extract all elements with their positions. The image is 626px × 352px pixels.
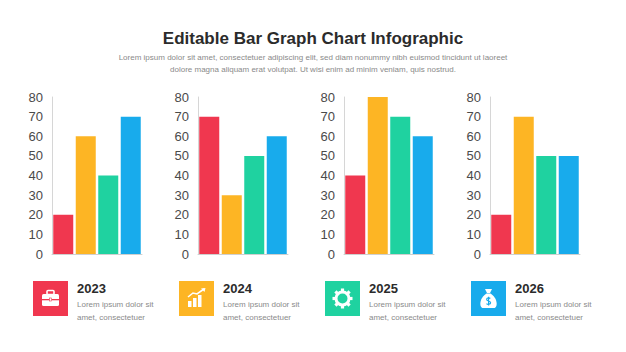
html-text:Lorem ipsum dolor sit: Lorem ipsum dolor sit <box>369 300 446 309</box>
svg-text:20: 20 <box>467 207 481 222</box>
html-text:dolore magna aliquam erat volu: dolore magna aliquam erat volutpat. Ut w… <box>170 65 456 74</box>
svg-text:10: 10 <box>29 227 43 242</box>
svg-text:0: 0 <box>36 247 43 262</box>
html-text:2025: 2025 <box>369 281 398 296</box>
svg-text:70: 70 <box>29 109 43 124</box>
svg-text:50: 50 <box>175 148 189 163</box>
svg-text:80: 80 <box>467 90 481 105</box>
svg-text:30: 30 <box>467 188 481 203</box>
svg-text:60: 60 <box>467 129 481 144</box>
html-text:Editable Bar Graph Chart Infog: Editable Bar Graph Chart Infographic <box>162 29 464 48</box>
svg-text:0: 0 <box>328 247 335 262</box>
svg-text:50: 50 <box>29 148 43 163</box>
html-text:2026: 2026 <box>515 281 544 296</box>
svg-text:10: 10 <box>321 227 335 242</box>
svg-text:80: 80 <box>321 90 335 105</box>
html-text:amet, consectetuer: amet, consectetuer <box>77 313 145 322</box>
html-text:Lorem ipsum dolor sit: Lorem ipsum dolor sit <box>223 300 300 309</box>
svg-text:80: 80 <box>175 90 189 105</box>
svg-text:0: 0 <box>474 247 481 262</box>
html-text:2023: 2023 <box>77 281 106 296</box>
svg-text:70: 70 <box>175 109 189 124</box>
html-text:Lorem ipsum dolor sit: Lorem ipsum dolor sit <box>77 300 154 309</box>
svg-text:70: 70 <box>467 109 481 124</box>
svg-text:20: 20 <box>175 207 189 222</box>
svg-text:10: 10 <box>175 227 189 242</box>
svg-text:40: 40 <box>467 168 481 183</box>
svg-text:30: 30 <box>175 188 189 203</box>
svg-text:50: 50 <box>321 148 335 163</box>
html-text:2024: 2024 <box>223 281 252 296</box>
html-text:amet, consectetuer: amet, consectetuer <box>515 313 583 322</box>
svg-text:30: 30 <box>321 188 335 203</box>
svg-text:20: 20 <box>321 207 335 222</box>
svg-text:20: 20 <box>29 207 43 222</box>
svg-text:60: 60 <box>321 129 335 144</box>
html-text:amet, consectetuer: amet, consectetuer <box>223 313 291 322</box>
svg-text:80: 80 <box>29 90 43 105</box>
svg-text:30: 30 <box>29 188 43 203</box>
svg-text:70: 70 <box>321 109 335 124</box>
svg-text:10: 10 <box>467 227 481 242</box>
html-text:Lorem ipsum dolor sit amet, co: Lorem ipsum dolor sit amet, consectetuer… <box>118 53 508 62</box>
svg-text:60: 60 <box>29 129 43 144</box>
svg-text:40: 40 <box>29 168 43 183</box>
svg-text:50: 50 <box>467 148 481 163</box>
svg-text:40: 40 <box>175 168 189 183</box>
html-text:amet, consectetuer: amet, consectetuer <box>369 313 437 322</box>
svg-text:0: 0 <box>182 247 189 262</box>
svg-text:40: 40 <box>321 168 335 183</box>
svg-text:60: 60 <box>175 129 189 144</box>
html-text:Lorem ipsum dolor sit: Lorem ipsum dolor sit <box>515 300 592 309</box>
